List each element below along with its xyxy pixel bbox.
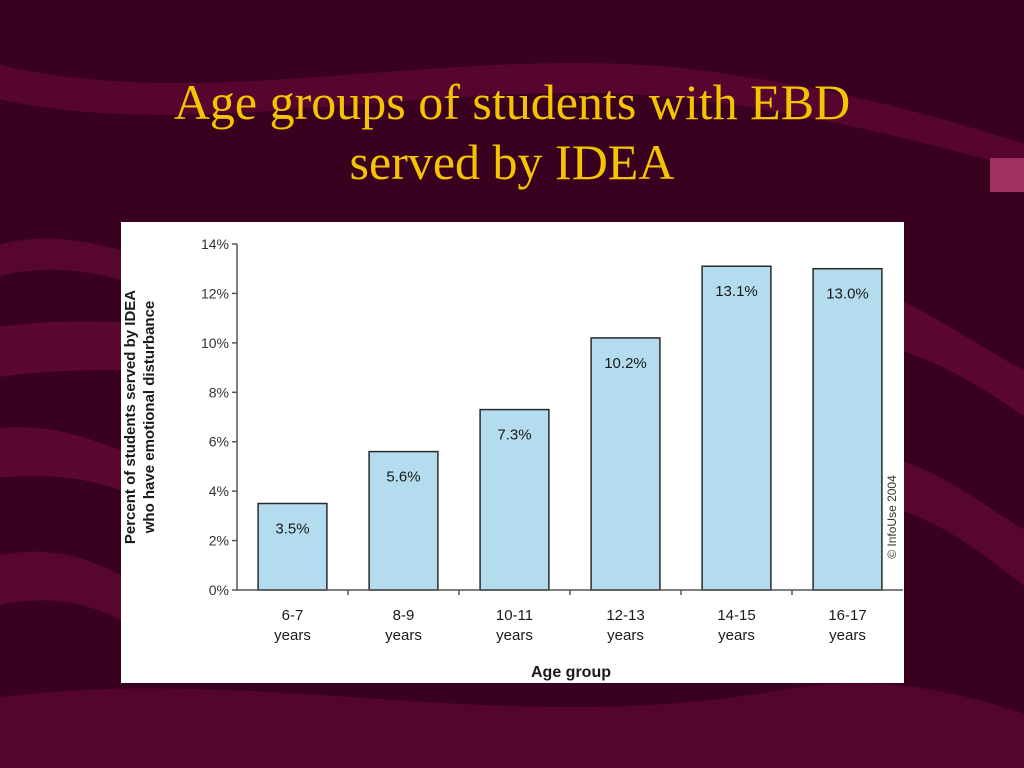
x-tick-label-line: 14-15 bbox=[717, 607, 755, 624]
y-tick-label: 4% bbox=[209, 483, 229, 499]
x-tick-label: 6-7 years bbox=[274, 607, 311, 644]
slide-title-line: Age groups of students with EBD bbox=[173, 74, 851, 130]
x-tick-label: 10-11 years bbox=[496, 607, 533, 644]
decorative-wave bbox=[900, 460, 1024, 586]
data-label: 3.5% bbox=[275, 521, 309, 538]
x-tick-label-line: years bbox=[607, 627, 644, 644]
y-axis-label: who have emotional disturbance bbox=[141, 301, 158, 535]
bar bbox=[590, 337, 661, 591]
y-tick-label: 0% bbox=[209, 582, 229, 598]
x-tick-label: 14-15 years bbox=[717, 607, 755, 644]
y-tick-label: 12% bbox=[201, 285, 229, 301]
data-label: 13.1% bbox=[715, 283, 758, 300]
y-tick-label: 8% bbox=[209, 384, 229, 400]
bar bbox=[368, 450, 439, 591]
bars: 3.5% 5.6% 7.3% 10.2% 13.1% 13.0% bbox=[257, 265, 883, 591]
decorative-wave bbox=[0, 683, 1024, 768]
copyright-note: © InfoUse 2004 bbox=[885, 475, 899, 559]
bar bbox=[812, 267, 883, 591]
x-tick-label-line: 12-13 bbox=[606, 607, 644, 624]
x-tick-label-line: 10-11 bbox=[496, 607, 533, 624]
decorative-block bbox=[990, 158, 1024, 192]
decorative-wave bbox=[0, 551, 121, 620]
decorative-wave bbox=[0, 427, 121, 490]
x-tick-label-line: years bbox=[496, 627, 533, 644]
slide-title-line: served by IDEA bbox=[349, 134, 675, 190]
x-tick-label-line: years bbox=[385, 627, 422, 644]
y-tick-label: 6% bbox=[209, 434, 229, 450]
x-tick-label: 8-9 years bbox=[385, 607, 422, 644]
x-tick-label-line: 16-17 bbox=[828, 607, 866, 624]
bar bbox=[701, 265, 772, 591]
data-label: 10.2% bbox=[604, 355, 647, 372]
x-axis-label: Age group bbox=[531, 664, 611, 681]
x-tick-label: 16-17 years bbox=[828, 607, 866, 644]
x-tick-label-line: 6-7 bbox=[282, 607, 304, 624]
chart-panel: 0% 2% 4% 6% 8% 10% 12% 14% 3.5% 5.6% 7.3% 10.2% 13.… bbox=[121, 222, 904, 683]
data-label: 5.6% bbox=[386, 469, 420, 486]
x-tick-label: 12-13 years bbox=[606, 607, 644, 644]
bar bbox=[257, 502, 328, 591]
y-axis: 0% 2% 4% 6% 8% 10% 12% 14% bbox=[201, 236, 237, 598]
data-label: 7.3% bbox=[497, 427, 531, 444]
x-tick-label-line: years bbox=[829, 627, 866, 644]
x-tick-label-line: 8-9 bbox=[393, 607, 415, 624]
y-tick-label: 10% bbox=[201, 335, 229, 351]
y-axis-label: Percent of students served by IDEA bbox=[122, 290, 139, 544]
x-tick-label-line: years bbox=[274, 627, 311, 644]
decorative-wave bbox=[0, 238, 121, 280]
data-label: 13.0% bbox=[826, 286, 869, 303]
y-tick-label: 2% bbox=[209, 533, 229, 549]
bar-chart: 0% 2% 4% 6% 8% 10% 12% 14% 3.5% 5.6% 7.3% 10.2% 13.… bbox=[122, 236, 903, 681]
bar bbox=[479, 408, 550, 591]
decorative-wave bbox=[900, 300, 1024, 417]
slide-title: Age groups of students with EBD served b… bbox=[0, 72, 1024, 192]
x-tick-label-line: years bbox=[718, 627, 755, 644]
y-tick-label: 14% bbox=[201, 236, 229, 252]
decorative-wave bbox=[0, 63, 1024, 170]
